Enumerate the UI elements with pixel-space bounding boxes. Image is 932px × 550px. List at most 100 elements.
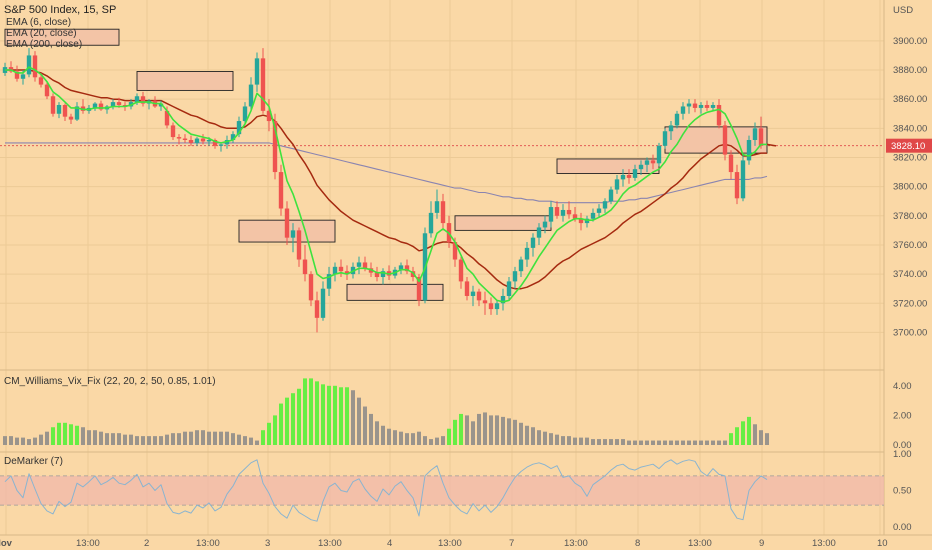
candle-body[interactable] (428, 212, 434, 234)
ema200-legend[interactable]: EMA (200, close) (6, 39, 82, 50)
candle-body[interactable] (380, 271, 386, 278)
candle-body[interactable] (404, 265, 410, 272)
candle-body[interactable] (308, 274, 314, 301)
vix-panel-title[interactable]: CM_Williams_Vix_Fix (22, 20, 2, 50, 0.85… (4, 376, 216, 387)
candle-body[interactable] (206, 139, 212, 142)
candle-body[interactable] (638, 164, 644, 170)
candle-body[interactable] (470, 291, 476, 296)
candle-body[interactable] (416, 277, 422, 301)
candle-body[interactable] (98, 103, 104, 110)
candle-body[interactable] (314, 300, 320, 318)
candle-body[interactable] (644, 160, 650, 165)
candle-body[interactable] (746, 139, 752, 161)
ema20-legend[interactable]: EMA (20, close) (6, 28, 77, 39)
candle-body[interactable] (674, 113, 680, 126)
candle-body[interactable] (488, 303, 494, 310)
candle-body[interactable] (194, 138, 200, 143)
candle-body[interactable] (332, 266, 338, 275)
candle-body[interactable] (32, 55, 38, 78)
candle-body[interactable] (608, 189, 614, 202)
candle-body[interactable] (734, 172, 740, 199)
candle-body[interactable] (92, 103, 98, 108)
candle-body[interactable] (134, 96, 140, 103)
candle-body[interactable] (344, 271, 350, 275)
candle-body[interactable] (548, 207, 554, 222)
candle-body[interactable] (452, 242, 458, 260)
candle-body[interactable] (326, 274, 332, 289)
candle-body[interactable] (200, 138, 206, 142)
candle-body[interactable] (620, 174, 626, 180)
candle-body[interactable] (212, 139, 218, 146)
candle-body[interactable] (590, 212, 596, 219)
candle-body[interactable] (458, 259, 464, 282)
candle-body[interactable] (482, 300, 488, 304)
candle-body[interactable] (704, 105, 710, 108)
candle-body[interactable] (140, 96, 146, 104)
candle-body[interactable] (722, 125, 728, 155)
candle-body[interactable] (752, 128, 758, 140)
demarker-panel-title[interactable]: DeMarker (7) (4, 456, 63, 467)
candle-body[interactable] (440, 201, 446, 224)
candle-body[interactable] (410, 271, 416, 278)
candle-body[interactable] (560, 209, 566, 216)
candle-body[interactable] (464, 281, 470, 296)
candle-body[interactable] (536, 227, 542, 238)
candle-body[interactable] (38, 77, 44, 85)
candle-body[interactable] (14, 71, 20, 79)
candle-body[interactable] (338, 266, 344, 272)
candle-body[interactable] (236, 121, 242, 135)
candle-body[interactable] (500, 295, 506, 304)
candle-body[interactable] (230, 134, 236, 140)
candle-body[interactable] (518, 259, 524, 272)
candle-body[interactable] (20, 74, 26, 79)
candle-body[interactable] (710, 105, 716, 108)
candle-body[interactable] (506, 281, 512, 296)
candle-body[interactable] (362, 262, 368, 269)
candle-body[interactable] (68, 116, 74, 120)
candle-body[interactable] (176, 137, 182, 139)
candle-body[interactable] (260, 58, 266, 111)
candle-body[interactable] (698, 105, 704, 108)
candle-body[interactable] (296, 230, 302, 260)
candle-body[interactable] (728, 154, 734, 173)
candle-body[interactable] (272, 121, 278, 173)
candle-body[interactable] (44, 84, 50, 97)
candle-body[interactable] (182, 138, 188, 140)
candle-body[interactable] (656, 145, 662, 164)
candle-body[interactable] (284, 208, 290, 238)
candle-body[interactable] (614, 179, 620, 190)
candle-body[interactable] (692, 103, 698, 108)
candle-body[interactable] (524, 247, 530, 260)
candle-body[interactable] (218, 144, 224, 146)
candle-body[interactable] (758, 128, 764, 146)
candle-body[interactable] (572, 214, 578, 219)
candle-body[interactable] (530, 237, 536, 248)
candle-body[interactable] (302, 259, 308, 275)
candle-body[interactable] (554, 207, 560, 216)
candle-body[interactable] (74, 106, 80, 120)
candle-body[interactable] (512, 271, 518, 282)
candle-body[interactable] (650, 160, 656, 164)
candle-body[interactable] (434, 201, 440, 213)
candle-body[interactable] (158, 103, 164, 107)
candle-body[interactable] (566, 209, 572, 215)
current-price-badge[interactable] (886, 138, 932, 153)
candle-body[interactable] (662, 131, 668, 146)
candle-body[interactable] (62, 105, 68, 117)
candle-body[interactable] (542, 221, 548, 228)
candle-body[interactable] (248, 84, 254, 107)
candle-body[interactable] (170, 125, 176, 138)
candle-body[interactable] (680, 106, 686, 114)
candle-body[interactable] (26, 55, 32, 75)
candle-body[interactable] (374, 272, 380, 278)
candle-body[interactable] (188, 139, 194, 143)
candle-body[interactable] (56, 105, 62, 114)
candle-body[interactable] (116, 102, 122, 106)
candle-body[interactable] (596, 208, 602, 213)
candle-body[interactable] (110, 102, 116, 107)
candle-body[interactable] (278, 172, 284, 209)
candle-body[interactable] (668, 125, 674, 132)
candle-body[interactable] (398, 265, 404, 270)
